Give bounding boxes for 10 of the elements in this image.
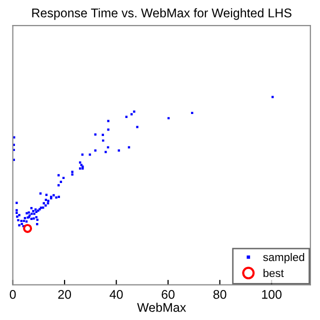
x-tick-label: 20 xyxy=(58,290,72,299)
x-tick-label: 0 xyxy=(10,290,16,299)
x-axis-title: WebMax xyxy=(137,302,186,312)
x-tick-label: 60 xyxy=(162,290,175,299)
legend-label: sampled xyxy=(263,252,304,264)
x-tick-label: 100 xyxy=(262,290,282,299)
legend-label: best xyxy=(264,268,284,278)
x-tick-label: 80 xyxy=(213,290,226,299)
x-tick-label: 40 xyxy=(110,290,123,299)
chart-title: Response Time vs. WebMax for Weighted LHS xyxy=(32,8,292,20)
